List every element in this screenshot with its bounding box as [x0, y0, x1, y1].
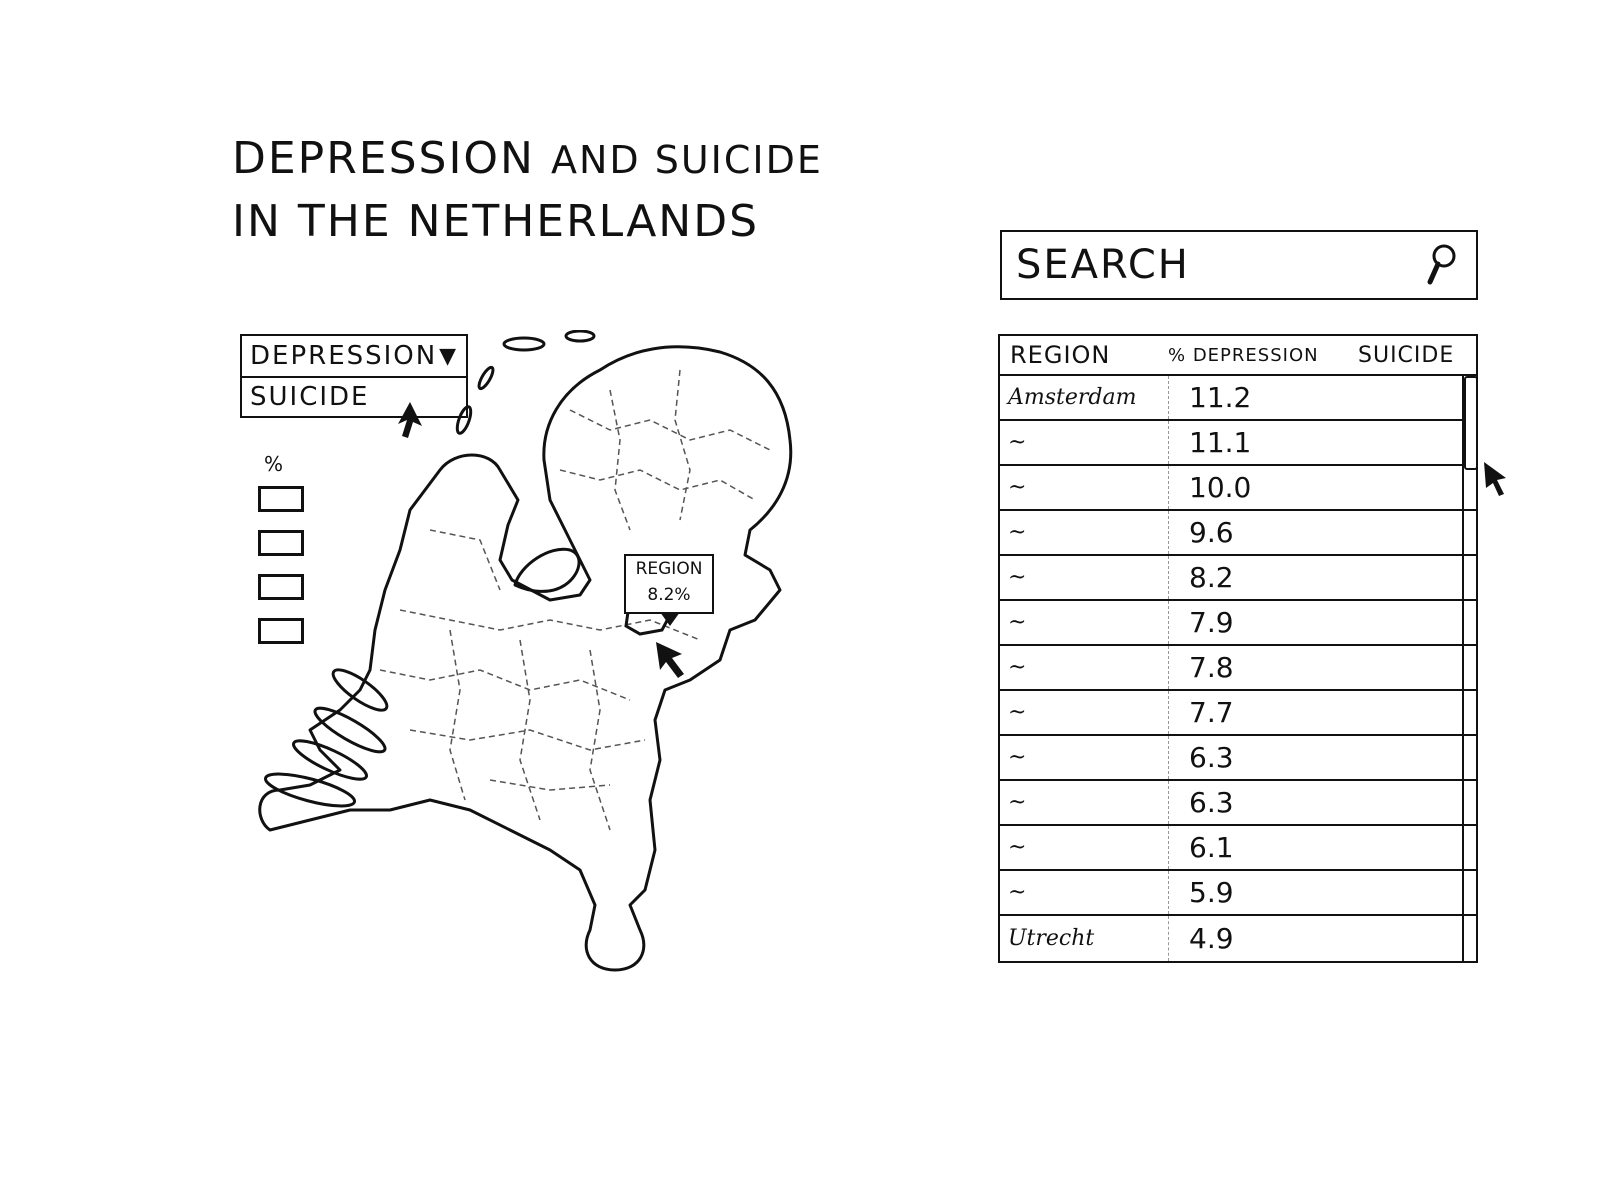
island-wadden[interactable]: [502, 336, 546, 352]
cell-region: ~: [1008, 565, 1027, 590]
municipality-border: [589, 649, 611, 831]
dropdown-selected-label: DEPRESSION: [250, 341, 438, 371]
search-placeholder: SEARCH: [1016, 242, 1190, 288]
table-header: REGION % DEPRESSION SUICIDE: [1000, 336, 1476, 376]
cell-depression: 7.7: [1168, 691, 1358, 734]
cell-depression: 11.2: [1168, 376, 1358, 419]
cell-region: Amsterdam: [1008, 385, 1137, 410]
table-row[interactable]: ~ 6.1: [1000, 826, 1476, 871]
search-input[interactable]: SEARCH: [1000, 230, 1478, 300]
map-legend: %: [258, 452, 304, 662]
table-row[interactable]: ~ 11.1: [1000, 421, 1476, 466]
table-body: Amsterdam 11.2 ~ 11.1 ~ 10.0 ~ 9.6 ~ 8.2…: [1000, 376, 1476, 961]
cell-region: ~: [1008, 790, 1027, 815]
tooltip-region-label: REGION: [635, 559, 703, 579]
mouse-cursor-icon: [1484, 462, 1506, 496]
municipality-border: [609, 389, 631, 531]
municipality-border: [489, 779, 611, 791]
header-suicide[interactable]: SUICIDE: [1358, 342, 1455, 368]
mouse-cursor-icon: [398, 402, 422, 438]
municipality-border: [559, 469, 756, 501]
cell-region: ~: [1008, 835, 1027, 860]
cell-region: ~: [1008, 880, 1027, 905]
table-row[interactable]: ~ 10.0: [1000, 466, 1476, 511]
island-wadden[interactable]: [477, 365, 496, 391]
municipality-border: [409, 729, 646, 751]
municipality-border: [674, 369, 691, 521]
municipality-border: [429, 529, 501, 591]
magnifier-icon[interactable]: [1424, 242, 1458, 288]
netherlands-map[interactable]: [250, 330, 810, 990]
region-tooltip: REGION 8.2%: [624, 554, 714, 626]
cell-depression: 11.1: [1168, 421, 1358, 464]
cell-depression: 4.9: [1168, 916, 1358, 961]
cell-region: ~: [1008, 610, 1027, 635]
zeeland-island[interactable]: [310, 701, 389, 758]
page-title: DEPRESSION AND SUICIDE IN THE NETHERLAND…: [232, 128, 872, 253]
dropdown-option-suicide[interactable]: SUICIDE: [242, 376, 466, 416]
dropdown-option-label: SUICIDE: [250, 382, 370, 412]
header-depression[interactable]: % DEPRESSION: [1168, 344, 1319, 366]
scrollbar-thumb[interactable]: [1464, 376, 1478, 470]
title-line-2: IN THE NETHERLANDS: [232, 196, 760, 247]
table-row[interactable]: ~ 5.9: [1000, 871, 1476, 916]
legend-swatch: [258, 530, 304, 556]
island-wadden[interactable]: [564, 330, 596, 343]
dropdown-arrow-icon[interactable]: ▼: [439, 343, 458, 369]
flevoland-polder[interactable]: [513, 547, 581, 593]
cell-region: ~: [1008, 655, 1027, 680]
zeeland-island[interactable]: [328, 663, 392, 716]
cell-depression: 6.3: [1168, 781, 1358, 824]
cell-region: ~: [1008, 475, 1027, 500]
mouse-cursor-icon: [656, 642, 684, 678]
cell-depression: 6.1: [1168, 826, 1358, 869]
metric-dropdown[interactable]: DEPRESSION ▼ SUICIDE: [240, 334, 468, 418]
cell-region: ~: [1008, 745, 1027, 770]
table-row[interactable]: ~ 8.2: [1000, 556, 1476, 601]
table-row[interactable]: Utrecht 4.9: [1000, 916, 1476, 961]
zeeland-island[interactable]: [263, 767, 358, 812]
legend-swatch: [258, 574, 304, 600]
municipality-border: [449, 629, 466, 801]
zeeland-island[interactable]: [290, 734, 371, 786]
municipality-border: [519, 639, 541, 821]
legend-swatch: [258, 486, 304, 512]
cell-region: Utrecht: [1008, 926, 1095, 951]
cell-region: ~: [1008, 520, 1027, 545]
title-line-1: DEPRESSION AND SUICIDE: [232, 128, 872, 191]
municipality-border: [379, 669, 631, 701]
title-words-and-suicide: AND SUICIDE: [550, 138, 823, 182]
table-row[interactable]: ~ 7.7: [1000, 691, 1476, 736]
table-row[interactable]: ~ 7.9: [1000, 601, 1476, 646]
table-row[interactable]: ~ 6.3: [1000, 736, 1476, 781]
island-wadden[interactable]: [455, 405, 474, 435]
table-row[interactable]: Amsterdam 11.2: [1000, 376, 1476, 421]
table-row[interactable]: ~ 6.3: [1000, 781, 1476, 826]
header-region[interactable]: REGION: [1010, 341, 1111, 369]
dropdown-selected[interactable]: DEPRESSION ▼: [242, 336, 466, 376]
cell-depression: 5.9: [1168, 871, 1358, 914]
municipality-border: [569, 409, 771, 451]
cell-depression: 9.6: [1168, 511, 1358, 554]
municipality-border: [399, 609, 701, 641]
table-row[interactable]: ~ 9.6: [1000, 511, 1476, 556]
cell-region: ~: [1008, 700, 1027, 725]
cell-depression: 10.0: [1168, 466, 1358, 509]
cell-depression: 8.2: [1168, 556, 1358, 599]
cell-depression: 7.9: [1168, 601, 1358, 644]
table-scrollbar[interactable]: [1462, 374, 1478, 961]
tooltip-value: 8.2%: [647, 585, 691, 605]
title-word-depression: DEPRESSION: [232, 133, 535, 184]
cell-region: ~: [1008, 430, 1027, 455]
table-row[interactable]: ~ 7.8: [1000, 646, 1476, 691]
region-table: REGION % DEPRESSION SUICIDE Amsterdam 11…: [998, 334, 1478, 963]
legend-header: %: [264, 452, 284, 476]
mainland-outline: [258, 345, 793, 972]
legend-swatch: [258, 618, 304, 644]
cell-depression: 7.8: [1168, 646, 1358, 689]
cell-depression: 6.3: [1168, 736, 1358, 779]
